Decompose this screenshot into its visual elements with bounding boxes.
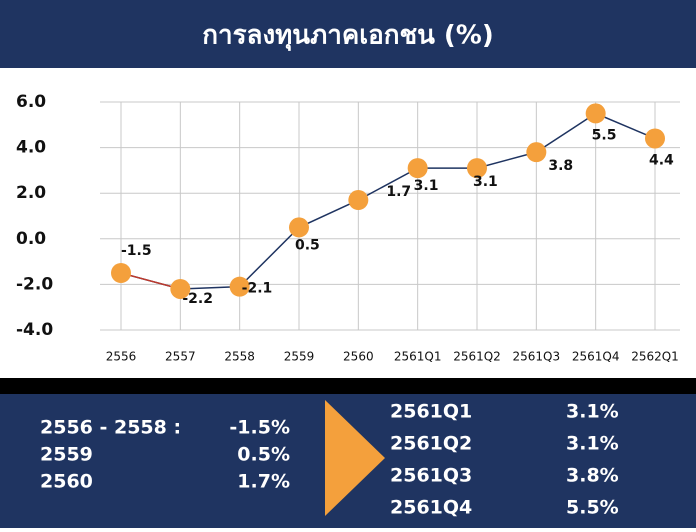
line — [120, 112, 656, 290]
divider — [0, 378, 696, 394]
summary-label: 2561Q4 — [390, 497, 472, 519]
y-tick-label: -4.0 — [16, 320, 53, 340]
x-tick-label: 2556 — [106, 350, 137, 364]
data-label: 4.4 — [649, 152, 674, 168]
x-tick-label: 2558 — [224, 350, 255, 364]
y-tick-label: -2.0 — [16, 274, 53, 294]
marker — [111, 263, 131, 283]
summary-value: -1.5% — [229, 417, 290, 439]
y-tick-label: 0.0 — [16, 229, 46, 249]
y-tick-label: 6.0 — [16, 92, 46, 112]
summary-label: 2559 — [40, 444, 93, 466]
x-tick-label: 2561Q4 — [572, 350, 620, 364]
x-tick-label: 2560 — [343, 350, 374, 364]
arrow — [325, 400, 385, 516]
x-tick-label: 2559 — [284, 350, 315, 364]
data-label: 5.5 — [592, 127, 617, 143]
summary-label: 2561Q1 — [390, 401, 472, 423]
x-tick-label: 2562Q1 — [631, 350, 679, 364]
marker — [348, 190, 369, 211]
data-label: 3.8 — [548, 158, 573, 174]
title-banner — [0, 0, 696, 68]
x-tick-label: 2557 — [165, 350, 196, 364]
data-label: -1.5 — [121, 243, 152, 259]
data-label: -2.1 — [242, 281, 273, 297]
summary-value: 3.1% — [566, 401, 619, 423]
data-label: 3.1 — [473, 174, 498, 190]
y-tick-label: 4.0 — [16, 138, 46, 158]
marker — [645, 128, 665, 149]
x-tick-label: 2561Q2 — [453, 350, 501, 364]
data-label: 1.7 — [386, 184, 411, 200]
summary-value: 3.1% — [566, 433, 619, 455]
summary-label: 2556 - 2558 : — [40, 417, 181, 439]
summary-label: 2560 — [40, 471, 93, 493]
chart-title: การลงทุนภาคเอกชน (%) — [202, 21, 494, 52]
marker — [229, 276, 250, 297]
x-tick-label: 2561Q1 — [394, 350, 442, 364]
data-label: -2.2 — [182, 291, 213, 307]
line-segment — [120, 272, 181, 290]
y-tick-label: 2.0 — [16, 183, 46, 203]
summary-label: 2561Q3 — [390, 465, 472, 487]
x-tick-label: 2561Q3 — [513, 350, 561, 364]
plot: -4.0 -2.0 0.0 2.0 4.0 6.0 2556 2557 2558 2559 2560… — [16, 92, 680, 364]
marker — [467, 158, 487, 179]
marker — [289, 217, 309, 238]
marker — [407, 158, 428, 179]
summary-value: 0.5% — [237, 444, 290, 466]
summary-value: 3.8% — [566, 465, 619, 487]
marker — [526, 142, 547, 163]
marker — [170, 278, 191, 299]
data-label: 3.1 — [414, 178, 439, 194]
marker — [585, 103, 606, 124]
data-label: 0.5 — [295, 237, 320, 253]
summary-value: 5.5% — [566, 497, 619, 519]
summary: 2556 - 2558 : -1.5% 2559 0.5% 2560 1.7% 2561Q1… — [40, 401, 619, 519]
summary-label: 2561Q2 — [390, 433, 472, 455]
summary-value: 1.7% — [237, 471, 290, 493]
